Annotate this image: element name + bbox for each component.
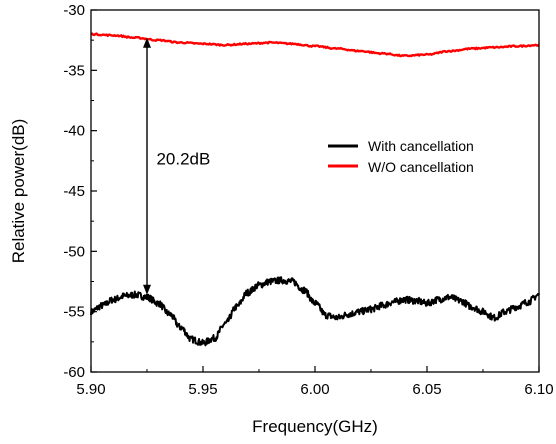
annotation-arrow-head-bottom <box>143 284 151 295</box>
legend-label-with-cancellation: With cancellation <box>368 138 474 154</box>
legend-label-wo-cancellation: W/O cancellation <box>368 159 474 175</box>
axes-layer: 5.90 5.95 6.00 6.05 6.10 -30 -35 -40 -45 -50 -55 -6… <box>63 2 553 398</box>
y-tick-label: -30 <box>63 2 85 19</box>
y-tick-label: -55 <box>63 304 85 321</box>
y-tick-label: -60 <box>63 364 85 381</box>
x-tick-label: 6.05 <box>412 381 441 398</box>
annotation-label: 20.2dB <box>156 149 210 168</box>
annotation-arrow-head-top <box>143 37 151 48</box>
x-tick-label: 6.00 <box>300 381 329 398</box>
series-layer <box>90 32 540 347</box>
y-tick-label: -40 <box>63 123 85 140</box>
plot-frame <box>90 9 540 373</box>
legend: With cancellation W/O cancellation <box>328 138 474 175</box>
series-line-wo-cancellation <box>90 32 540 58</box>
y-axis-title: Relative power(dB) <box>9 119 28 264</box>
x-axis-title: Frequency(GHz) <box>252 417 378 436</box>
y-tick-label: -45 <box>63 183 85 200</box>
x-tick-label: 6.10 <box>524 381 553 398</box>
x-tick-label: 5.95 <box>188 381 217 398</box>
y-tick-label: -50 <box>63 243 85 260</box>
series-line-with-cancellation <box>90 276 540 347</box>
annotation-layer: 20.2dB <box>143 37 210 295</box>
x-tick-label: 5.90 <box>76 381 105 398</box>
y-tick-label: -35 <box>63 62 85 79</box>
